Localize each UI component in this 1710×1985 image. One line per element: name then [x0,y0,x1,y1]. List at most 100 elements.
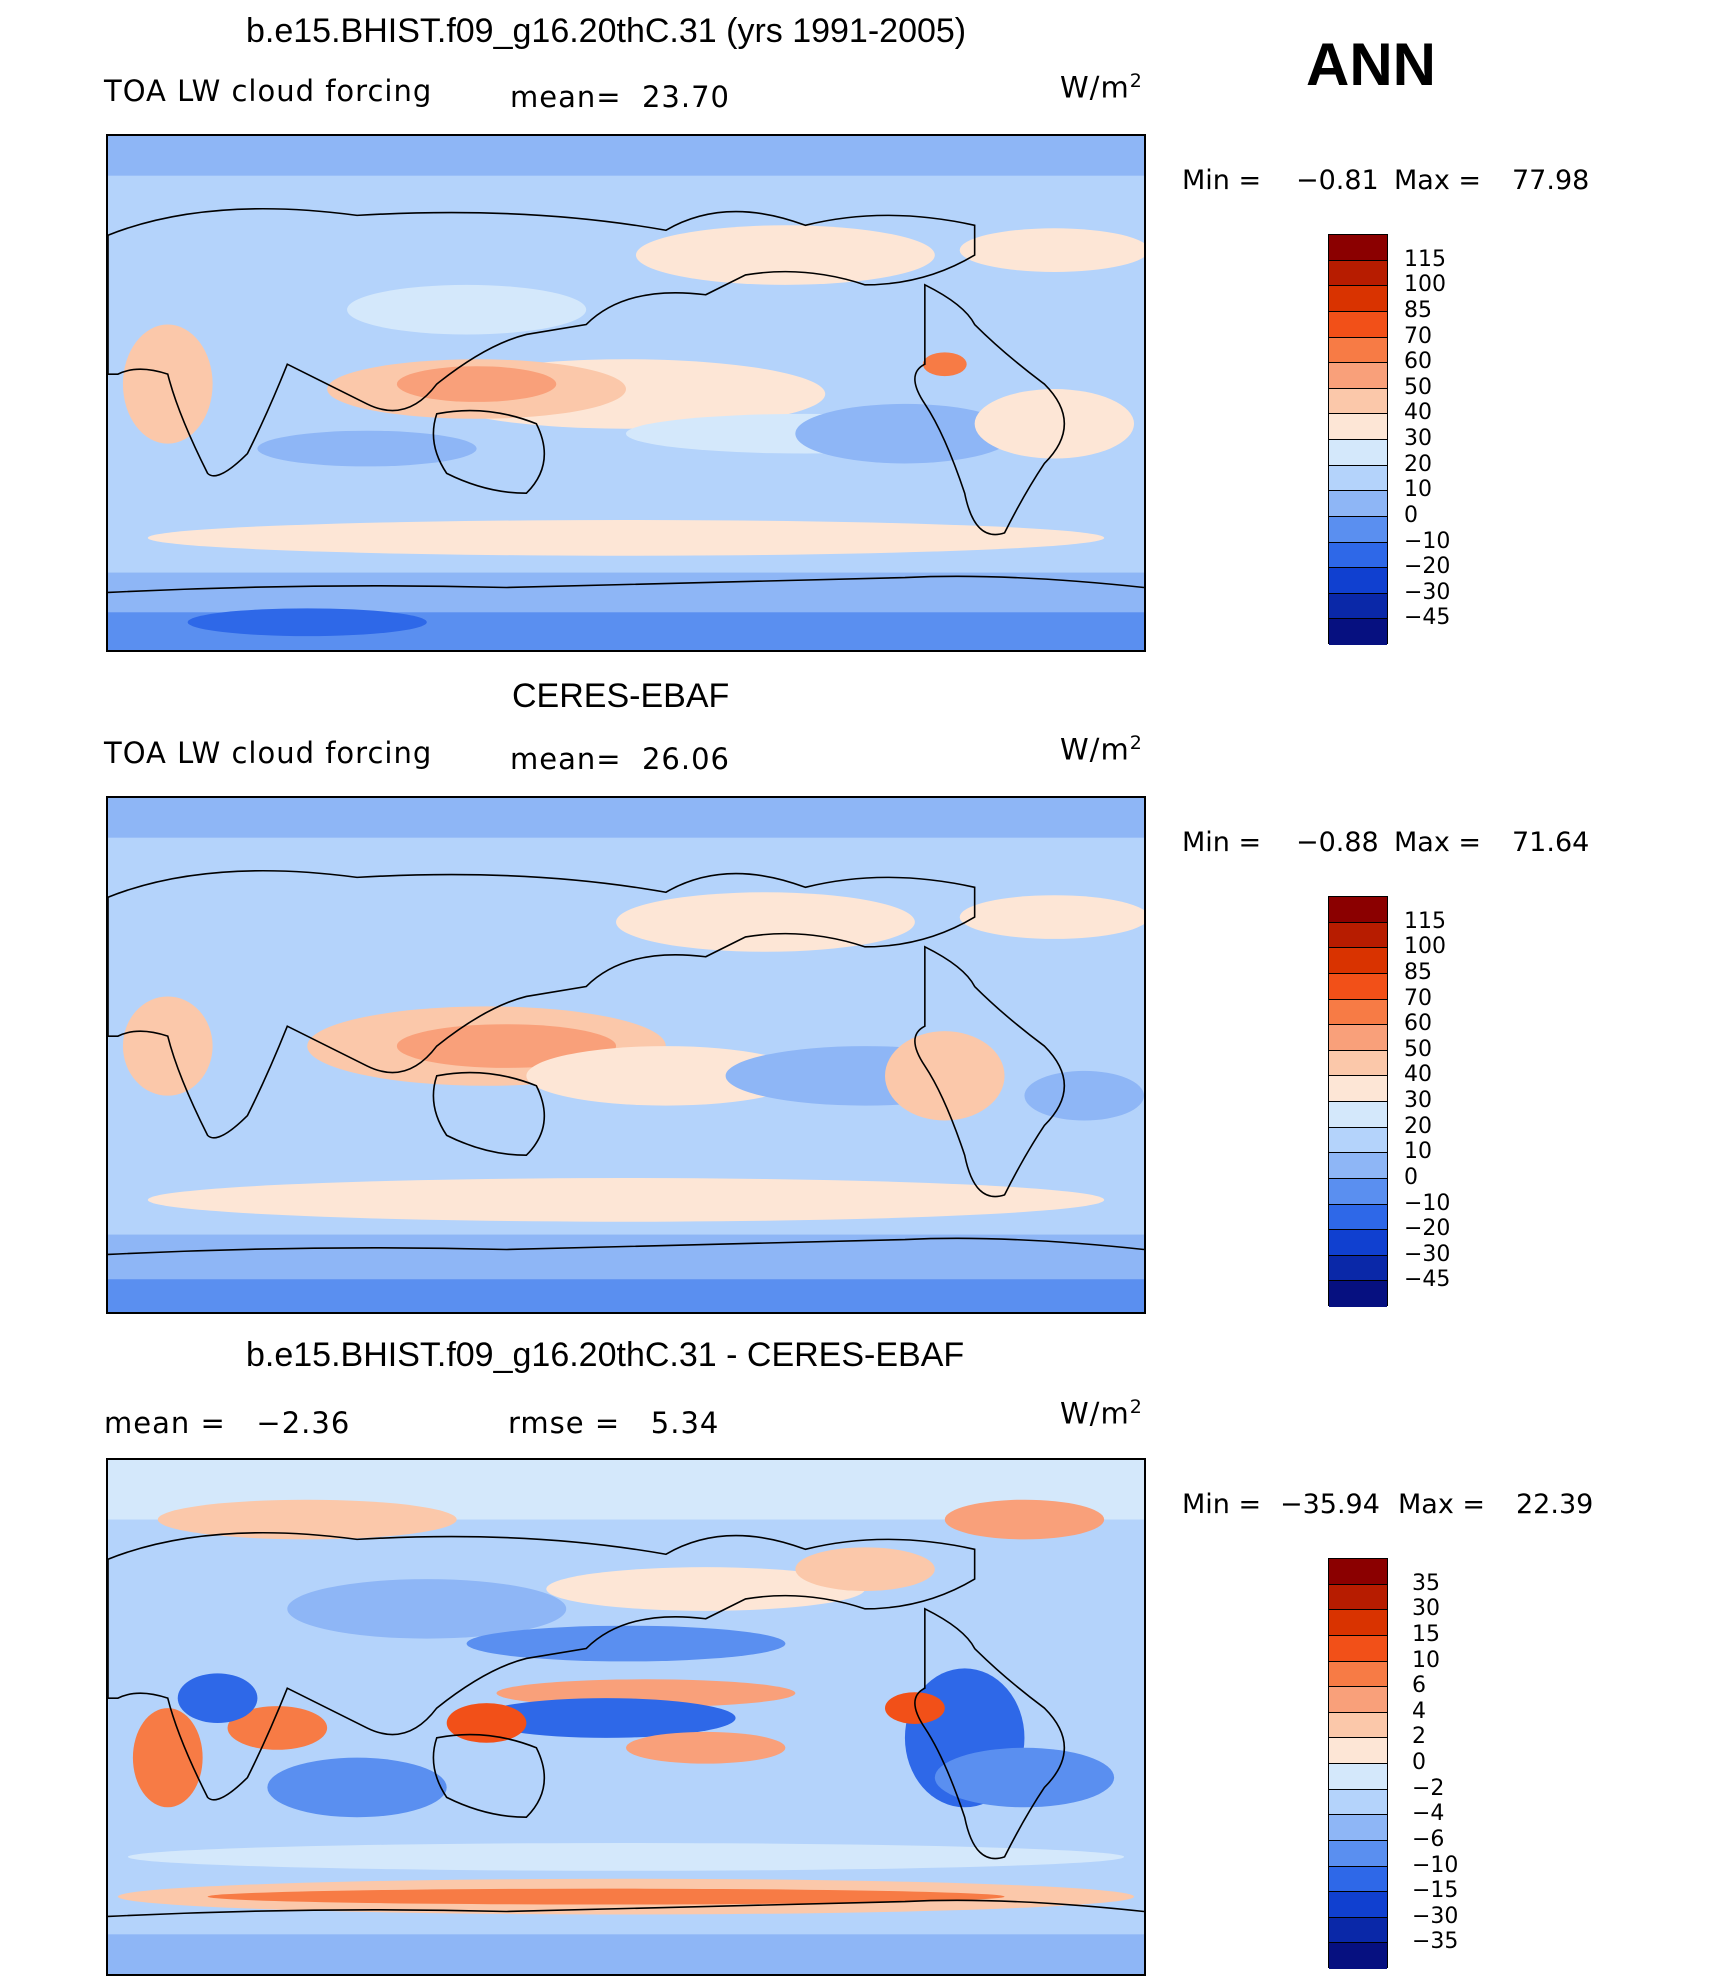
panel-1-min-label: Min = [1182,165,1262,196]
colorbar-tick-label: 60 [1404,1011,1432,1037]
colorbar-tick-label: 115 [1404,908,1446,934]
colorbar-tick-label: 100 [1404,272,1446,298]
panel-3-rmse-value: 5.34 [650,1406,720,1440]
colorbar-swatch [1329,1635,1387,1662]
colorbar-tick-label: −35 [1412,1929,1459,1955]
colorbar-tick-label: −20 [1404,1216,1451,1242]
colorbar-swatch [1329,1892,1387,1918]
colorbar-tick-label: 40 [1404,1062,1432,1088]
colorbar-swatch [1329,1076,1387,1102]
panel-2-mean-label: mean= 26.06 [510,742,731,776]
colorbar-swatch [1329,1281,1387,1307]
colorbar-swatch [1329,260,1387,287]
colorbar-tick-label: 10 [1404,1139,1432,1165]
colorbar-swatch [1329,568,1387,594]
panel-2-min-value: −0.88 [1296,827,1379,858]
colorbar-swatch [1329,1255,1387,1282]
panel-1-colorbar [1328,234,1388,645]
colorbar-tick-label: 10 [1404,477,1432,503]
panel-1-max-value: 77.98 [1512,165,1590,196]
colorbar-swatch [1329,1661,1387,1688]
colorbar-swatch [1329,999,1387,1026]
panel-2-map [106,796,1146,1314]
panel-1-title: b.e15.BHIST.f09_g16.20thC.31 (yrs 1991-2… [246,12,967,50]
colorbar-tick-label: −45 [1404,605,1451,631]
colorbar-tick-label: −2 [1412,1775,1445,1801]
colorbar-tick-label: 2 [1412,1724,1426,1750]
colorbar-swatch [1329,1050,1387,1077]
colorbar-tick-label: 85 [1404,959,1432,985]
colorbar-tick-label: −30 [1404,1241,1451,1267]
colorbar-swatch [1329,1815,1387,1841]
colorbar-swatch [1329,542,1387,569]
colorbar-swatch [1329,440,1387,466]
colorbar-swatch [1329,1610,1387,1636]
panel-1-mean-label: mean= 23.70 [510,80,731,114]
colorbar-swatch [1329,1764,1387,1790]
panel-3-colorbar [1328,1558,1388,1969]
panel-3-min-label: Min = [1182,1489,1262,1520]
colorbar-swatch [1329,1127,1387,1154]
panel-1-units: W/m2 [1060,70,1143,105]
panel-3-mean-label: mean = −2.36 [104,1406,351,1440]
colorbar-tick-label: 35 [1412,1570,1440,1596]
colorbar-swatch [1329,1840,1387,1867]
colorbar-swatch [1329,1687,1387,1713]
colorbar-tick-label: 6 [1412,1673,1426,1699]
colorbar-swatch [1329,1789,1387,1816]
colorbar-tick-label: −4 [1412,1801,1445,1827]
colorbar-swatch [1329,1178,1387,1205]
colorbar-swatch [1329,491,1387,517]
colorbar-tick-label: −45 [1404,1267,1451,1293]
panel-3-rmse-label: rmse = 5.34 [508,1406,720,1440]
colorbar-swatch [1329,1102,1387,1128]
panel-3-map [106,1458,1146,1976]
colorbar-tick-label: 60 [1404,349,1432,375]
colorbar-swatch [1329,1584,1387,1611]
colorbar-tick-label: −20 [1404,554,1451,580]
colorbar-tick-label: 0 [1404,1164,1418,1190]
panel-2-colorbar [1328,896,1388,1307]
colorbar-swatch [1329,1204,1387,1231]
colorbar-tick-label: 30 [1404,426,1432,451]
colorbar-tick-label: 115 [1404,246,1446,272]
colorbar-swatch [1329,1917,1387,1944]
colorbar-tick-label: 0 [1412,1750,1426,1775]
colorbar-tick-label: −30 [1412,1903,1459,1929]
colorbar-swatch [1329,1230,1387,1256]
panel-3-title: b.e15.BHIST.f09_g16.20thC.31 - CERES-EBA… [246,1336,965,1374]
colorbar-tick-label: −10 [1412,1852,1459,1878]
colorbar-tick-label: −30 [1404,579,1451,605]
panel-2-max-value: 71.64 [1512,827,1590,858]
panel-2-units: W/m2 [1060,732,1143,767]
panel-2-variable-label: TOA LW cloud forcing [104,736,433,770]
panel-3-min-value: −35.94 [1280,1489,1380,1520]
colorbar-tick-label: 30 [1404,1088,1432,1113]
colorbar-swatch [1329,897,1387,923]
panel-3-max-label: Max = [1398,1489,1486,1520]
colorbar-tick-label: −10 [1404,1190,1451,1216]
colorbar-swatch [1329,948,1387,974]
season-label: ANN [1306,31,1436,98]
panel-2-min-label: Min = [1182,827,1262,858]
colorbar-swatch [1329,286,1387,312]
colorbar-swatch [1329,1738,1387,1764]
colorbar-swatch [1329,414,1387,440]
colorbar-swatch [1329,619,1387,645]
colorbar-swatch [1329,1712,1387,1739]
colorbar-tick-label: 4 [1412,1698,1426,1724]
colorbar-tick-label: 20 [1404,1113,1432,1139]
panel-3-max-value: 22.39 [1516,1489,1594,1520]
colorbar-swatch [1329,388,1387,415]
colorbar-tick-label: 20 [1404,451,1432,477]
colorbar-swatch [1329,1559,1387,1585]
colorbar-tick-label: 0 [1404,502,1418,528]
colorbar-tick-label: −15 [1412,1878,1459,1904]
colorbar-swatch [1329,363,1387,389]
colorbar-tick-label: 70 [1404,985,1432,1011]
colorbar-swatch [1329,311,1387,338]
colorbar-swatch [1329,593,1387,620]
panel-1-min-value: −0.81 [1296,165,1379,196]
colorbar-swatch [1329,235,1387,261]
panel-1-mean-value: 23.70 [641,80,731,114]
